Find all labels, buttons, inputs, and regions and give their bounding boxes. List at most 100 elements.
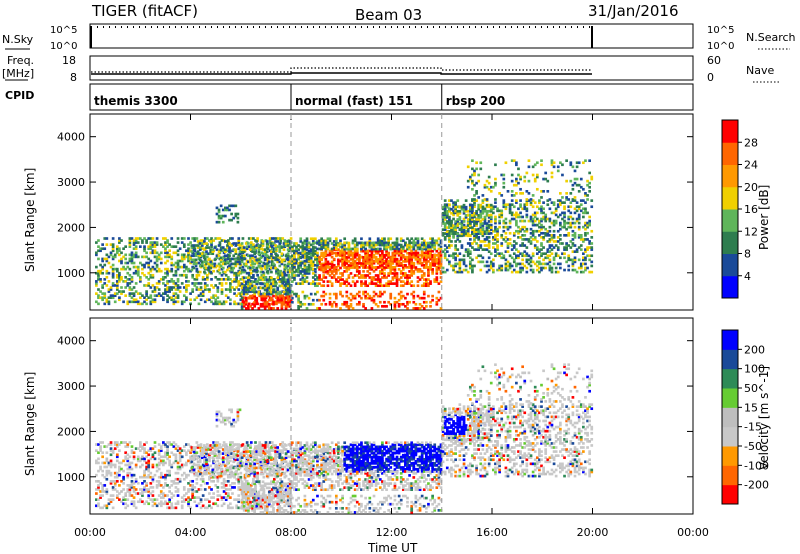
echo-cell	[118, 498, 121, 501]
echo-cell	[533, 177, 537, 181]
echo-cell	[406, 243, 409, 247]
echo-cell	[542, 215, 545, 219]
echo-cell	[381, 243, 384, 247]
echo-cell	[143, 479, 146, 483]
echo-cell	[124, 253, 128, 257]
echo-cell	[275, 237, 278, 240]
echo-cell	[466, 254, 470, 258]
echo-cell	[141, 494, 144, 497]
echo-cell	[224, 240, 227, 243]
echo-cell	[479, 240, 483, 243]
echo-cell	[109, 453, 113, 457]
echo-cell	[448, 223, 451, 227]
echo-cell	[198, 264, 202, 268]
echo-cell	[556, 169, 560, 173]
echo-cell	[473, 238, 476, 241]
echo-cell	[569, 240, 573, 243]
echo-cell	[278, 290, 282, 294]
echo-cell	[525, 207, 529, 211]
echo-cell	[151, 241, 155, 244]
echo-cell	[475, 234, 478, 238]
echo-cell	[124, 457, 128, 461]
echo-cell	[159, 294, 163, 297]
echo-cell	[153, 251, 157, 255]
echo-cell	[556, 248, 560, 251]
echo-cell	[575, 270, 579, 274]
echo-cell	[383, 259, 386, 263]
echo-cell	[99, 482, 102, 485]
echo-cell	[185, 492, 188, 495]
echo-cell	[448, 199, 451, 202]
echo-cell	[228, 250, 231, 253]
echo-cell	[416, 280, 420, 283]
echo-cell	[466, 165, 470, 169]
echo-cell	[515, 161, 518, 165]
echo-cell	[445, 221, 449, 225]
echo-cell	[141, 255, 144, 259]
echo-cell	[433, 264, 437, 267]
echo-cell	[272, 256, 275, 260]
echo-cell	[456, 224, 460, 227]
echo-cell	[519, 227, 522, 231]
echo-cell	[573, 225, 577, 229]
echo-cell	[233, 273, 236, 277]
echo-cell	[521, 258, 525, 262]
echo-cell	[542, 262, 545, 266]
echo-cell	[441, 270, 445, 274]
echo-cell	[231, 280, 234, 283]
echo-cell	[311, 280, 315, 283]
echo-cell	[168, 490, 171, 493]
echo-cell	[559, 223, 562, 227]
echo-cell	[240, 302, 244, 306]
echo-cell	[443, 212, 447, 215]
echo-cell	[395, 300, 399, 304]
echo-cell	[107, 461, 111, 465]
echo-cell	[334, 239, 338, 243]
echo-cell	[301, 247, 305, 251]
echo-cell	[226, 275, 230, 279]
echo-cell	[280, 284, 284, 288]
echo-cell	[261, 302, 265, 306]
echo-cell	[531, 238, 535, 241]
echo-cell	[168, 506, 171, 510]
echo-cell	[267, 260, 271, 264]
echo-cell	[143, 249, 146, 253]
echo-cell	[174, 447, 178, 450]
echo-cell	[111, 463, 115, 467]
echo-cell	[286, 302, 290, 306]
echo-cell	[147, 459, 151, 463]
echo-cell	[291, 272, 294, 275]
echo-cell	[575, 217, 579, 221]
echo-cell	[418, 253, 422, 257]
echo-cell	[515, 201, 518, 204]
echo-cell	[552, 219, 556, 223]
echo-cell	[433, 278, 437, 281]
echo-cell	[544, 231, 548, 235]
echo-cell	[147, 465, 151, 469]
echo-cell	[242, 256, 246, 260]
echo-cell	[268, 239, 272, 242]
echo-cell	[353, 251, 357, 255]
echo-cell	[347, 264, 351, 267]
echo-cell	[471, 198, 474, 201]
echo-cell	[483, 220, 487, 223]
echo-cell	[510, 256, 514, 260]
echo-cell	[293, 274, 296, 277]
echo-cell	[303, 263, 307, 267]
echo-cell	[500, 236, 504, 239]
echo-cell	[301, 268, 305, 271]
echo-cell	[378, 278, 382, 281]
echo-cell	[233, 271, 236, 275]
echo-cell	[113, 482, 117, 485]
echo-cell	[180, 265, 184, 269]
echo-cell	[408, 262, 411, 265]
echo-cell	[311, 237, 315, 241]
echo-cell	[401, 294, 405, 298]
echo-cell	[314, 292, 317, 296]
echo-cell	[143, 263, 146, 267]
echo-cell	[170, 255, 174, 259]
echo-cell	[261, 278, 265, 282]
echo-cell	[136, 292, 140, 295]
echo-cell	[523, 244, 527, 247]
echo-cell	[487, 246, 491, 249]
